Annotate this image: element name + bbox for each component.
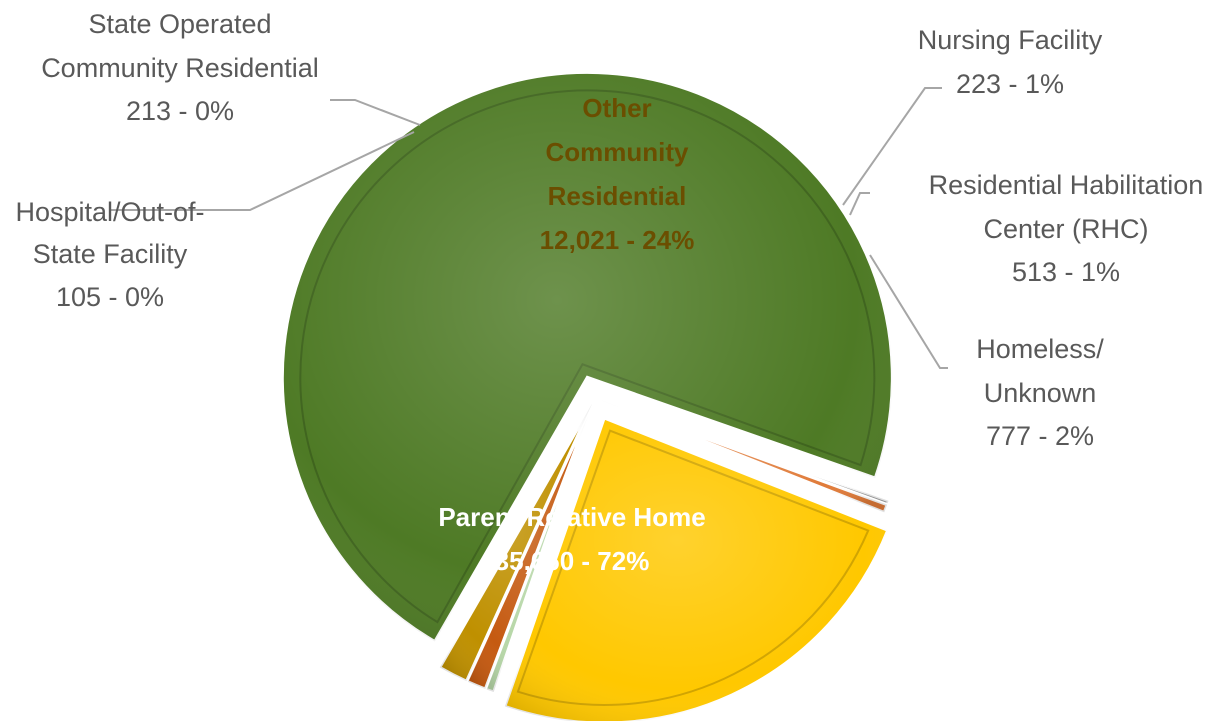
slice-label-parent-relative-home: Parent/Relative Home 35,660 - 72% <box>438 502 705 576</box>
slice-label-hospital-out-of-state-facility: Hospital/Out-of- State Facility 105 - 0% <box>15 197 204 312</box>
leader-lines <box>110 87 948 369</box>
slice-label-other-community-residential: Other Community Residential 12,021 - 24% <box>540 93 695 255</box>
leader-line-hospital-out-of-state-facility <box>110 131 415 211</box>
slice-label-line: 12,021 - 24% <box>540 225 695 255</box>
slice-label-nursing-facility: Nursing Facility 223 - 1% <box>918 25 1103 99</box>
slice-label-line: Homeless/ <box>976 334 1104 364</box>
slice-label-residential-habilitation-center-rhc: Residential Habilitation Center (RHC) 513 … <box>929 170 1204 287</box>
slice-label-line: Residential <box>548 181 687 211</box>
pie-slice-shine-homeless-unknown <box>439 403 593 682</box>
pie-slice-shine-state-operated-community-residential <box>600 400 888 513</box>
slice-label-line: 213 - 0% <box>126 96 234 126</box>
pie-slices <box>280 70 894 721</box>
slice-label-line: Other <box>582 93 651 123</box>
slice-label-line: Center (RHC) <box>983 214 1148 244</box>
slice-label-line: 513 - 1% <box>1012 257 1120 287</box>
slice-label-line: 105 - 0% <box>56 282 164 312</box>
slice-label-line: 223 - 1% <box>956 69 1064 99</box>
slice-label-line: Unknown <box>984 378 1097 408</box>
leader-line-nursing-facility <box>842 87 942 206</box>
leader-line-residential-habilitation-center-rhc <box>849 192 870 216</box>
slice-label-line: Community <box>546 137 690 167</box>
pie-slice-shine-parent-relative-home <box>282 72 893 642</box>
slice-label-line: 777 - 2% <box>986 421 1094 451</box>
slice-label-line: Community Residential <box>41 53 319 83</box>
leader-line-homeless-unknown <box>869 254 948 369</box>
slice-label-line: State Facility <box>33 239 188 269</box>
slice-labels: Parent/Relative Home 35,660 - 72% Hospital… <box>15 9 1203 576</box>
slice-label-line: State Operated <box>88 9 271 39</box>
slice-label-line: Parent/Relative Home <box>438 502 705 532</box>
slice-label-line: Nursing Facility <box>918 25 1103 55</box>
slice-label-line: Hospital/Out-of- <box>15 197 204 227</box>
slice-label-line: 35,660 - 72% <box>495 546 650 576</box>
slice-label-line: Residential Habilitation <box>929 170 1204 200</box>
slice-label-homeless-unknown: Homeless/Unknown 777 - 2% <box>976 334 1104 451</box>
pie-slice-shine-other-community-residential <box>504 417 888 721</box>
leader-line-state-operated-community-residential <box>330 99 421 126</box>
slice-label-state-operated-community-residential: State Operated Community Residential 213 -… <box>41 9 319 126</box>
